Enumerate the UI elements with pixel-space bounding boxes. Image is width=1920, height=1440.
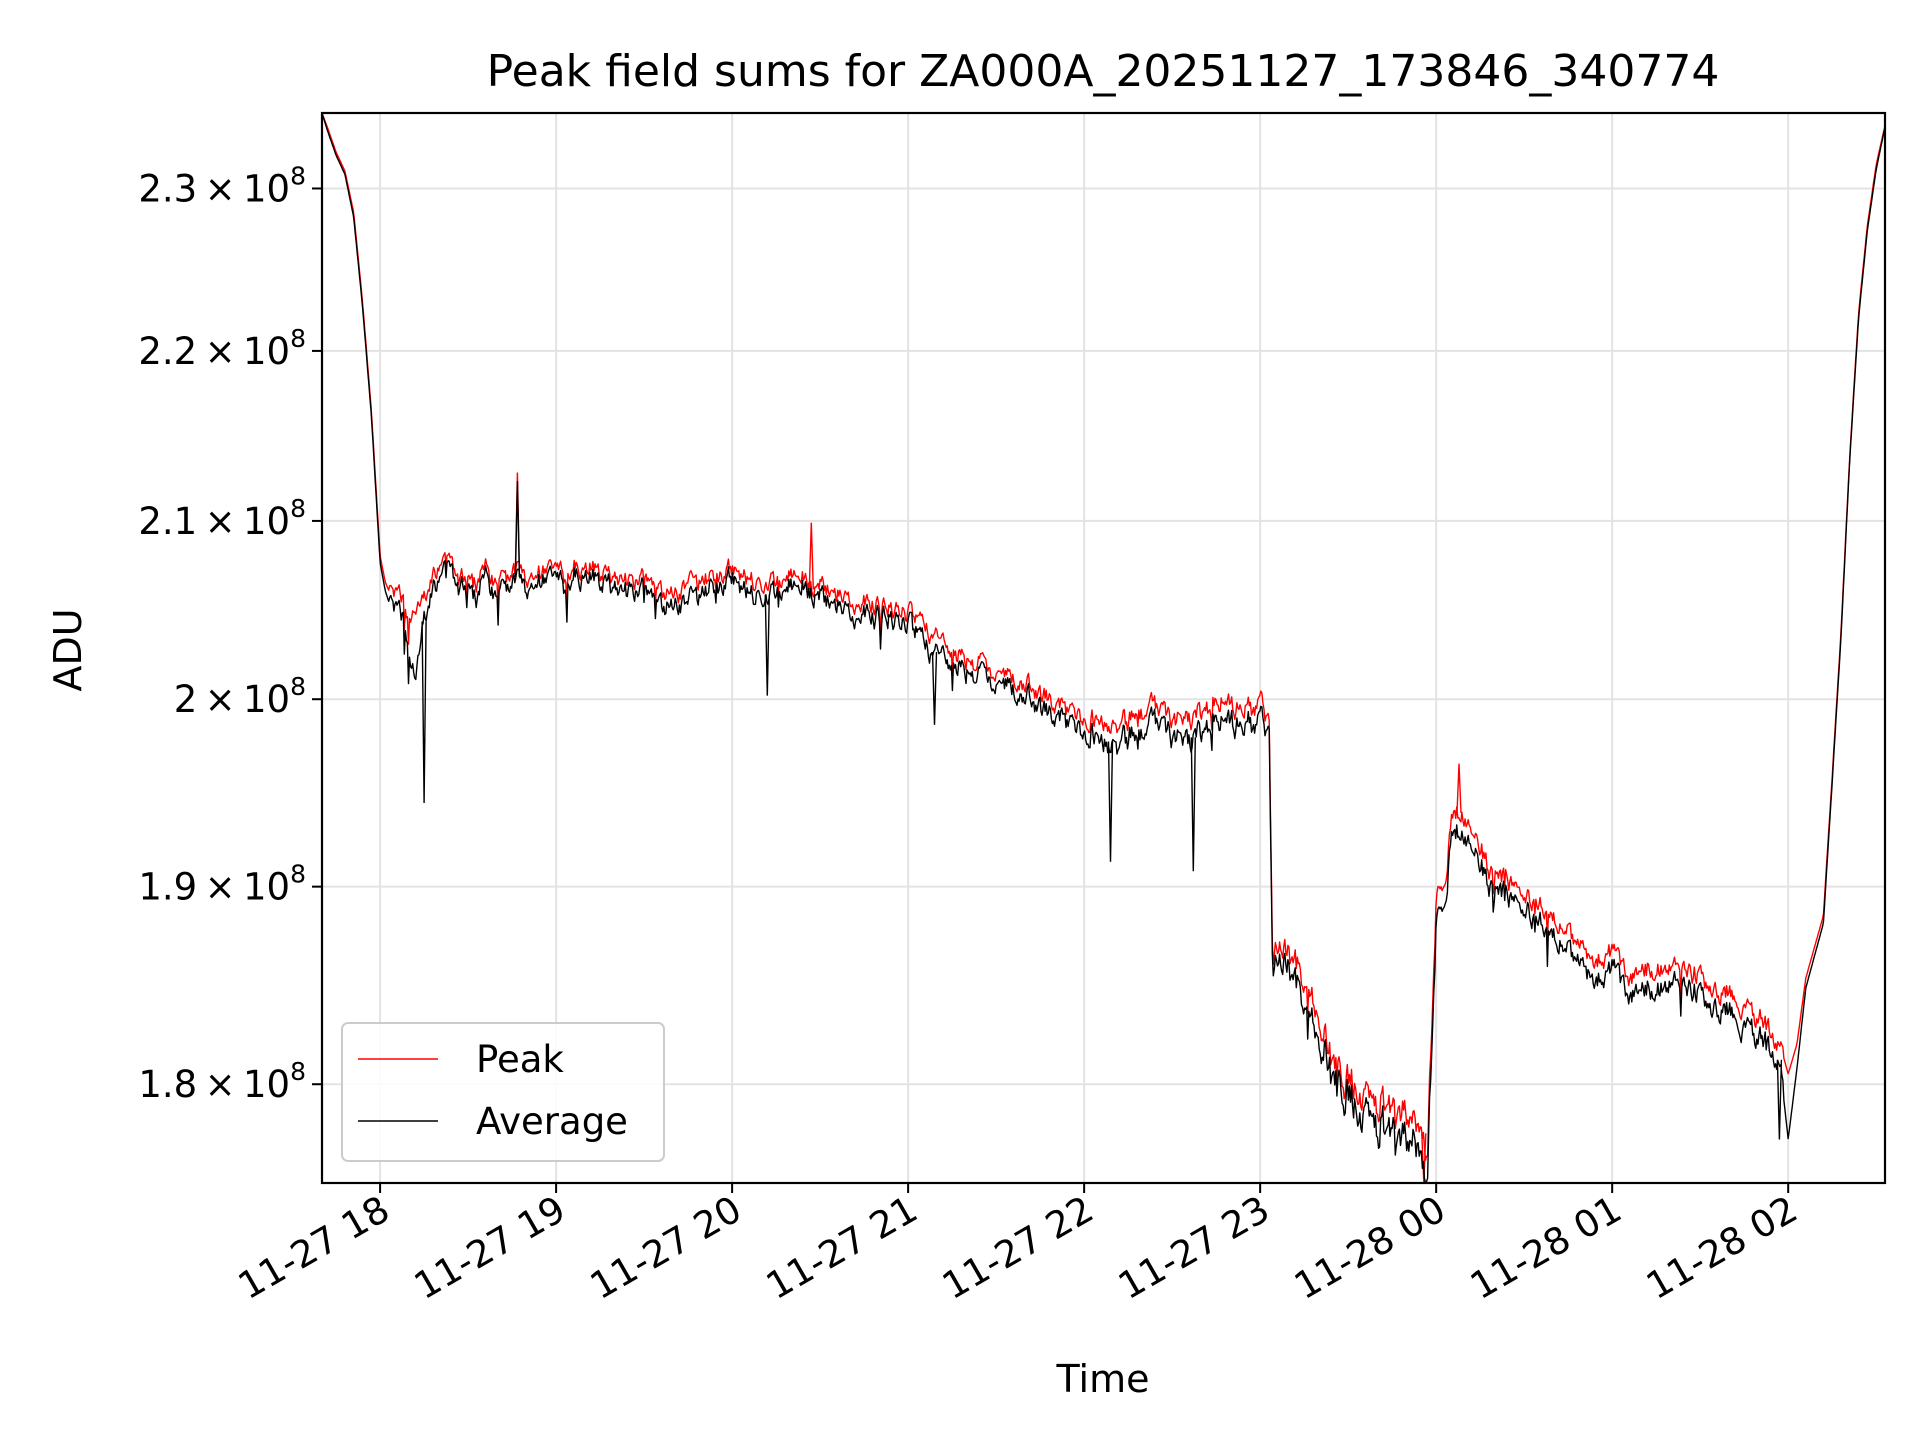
legend-box <box>341 1022 665 1162</box>
chart-title: Peak field sums for ZA000A_20251127_1738… <box>487 46 1720 97</box>
series-average <box>321 112 1886 1184</box>
y-tick-label-1: 1.9 × 108 <box>138 860 306 909</box>
series-spike-average-2 <box>764 594 770 696</box>
series-spike-peak-1 <box>808 522 814 590</box>
series-spike-average-0 <box>421 621 427 804</box>
series-spike-average-1 <box>514 481 521 578</box>
y-axis: 1.8 × 108 1.9 × 108 2 × 108 2.1 × 108 2.2 × … <box>138 161 322 1106</box>
legend: Peak Average <box>341 1022 665 1162</box>
y-tick-label-0: 1.8 × 108 <box>138 1057 306 1106</box>
series-spike-average-4 <box>1107 741 1114 862</box>
legend-label-peak: Peak <box>476 1038 564 1081</box>
y-tick-label-5: 2.3 × 108 <box>138 161 306 210</box>
series-spike-average-5 <box>1190 737 1196 872</box>
y-tick-label-3: 2.1 × 108 <box>138 494 306 543</box>
series-line-peak <box>321 112 1886 1161</box>
series-spike-average-6 <box>1776 1059 1783 1140</box>
x-axis-label: Time <box>1056 1357 1150 1401</box>
series-line-average <box>321 112 1886 1184</box>
grid-lines <box>322 113 1885 1183</box>
y-tick-label-4: 2.2 × 108 <box>138 324 306 373</box>
series-spike-peak-3 <box>1456 763 1462 814</box>
y-tick-label-2: 2 × 108 <box>174 672 306 721</box>
plot-frame <box>320 111 1887 1185</box>
y-axis-label: ADU <box>46 608 90 691</box>
legend-label-average: Average <box>476 1100 628 1143</box>
series-spike-average-3 <box>931 651 938 725</box>
series-layer <box>321 112 1886 1184</box>
